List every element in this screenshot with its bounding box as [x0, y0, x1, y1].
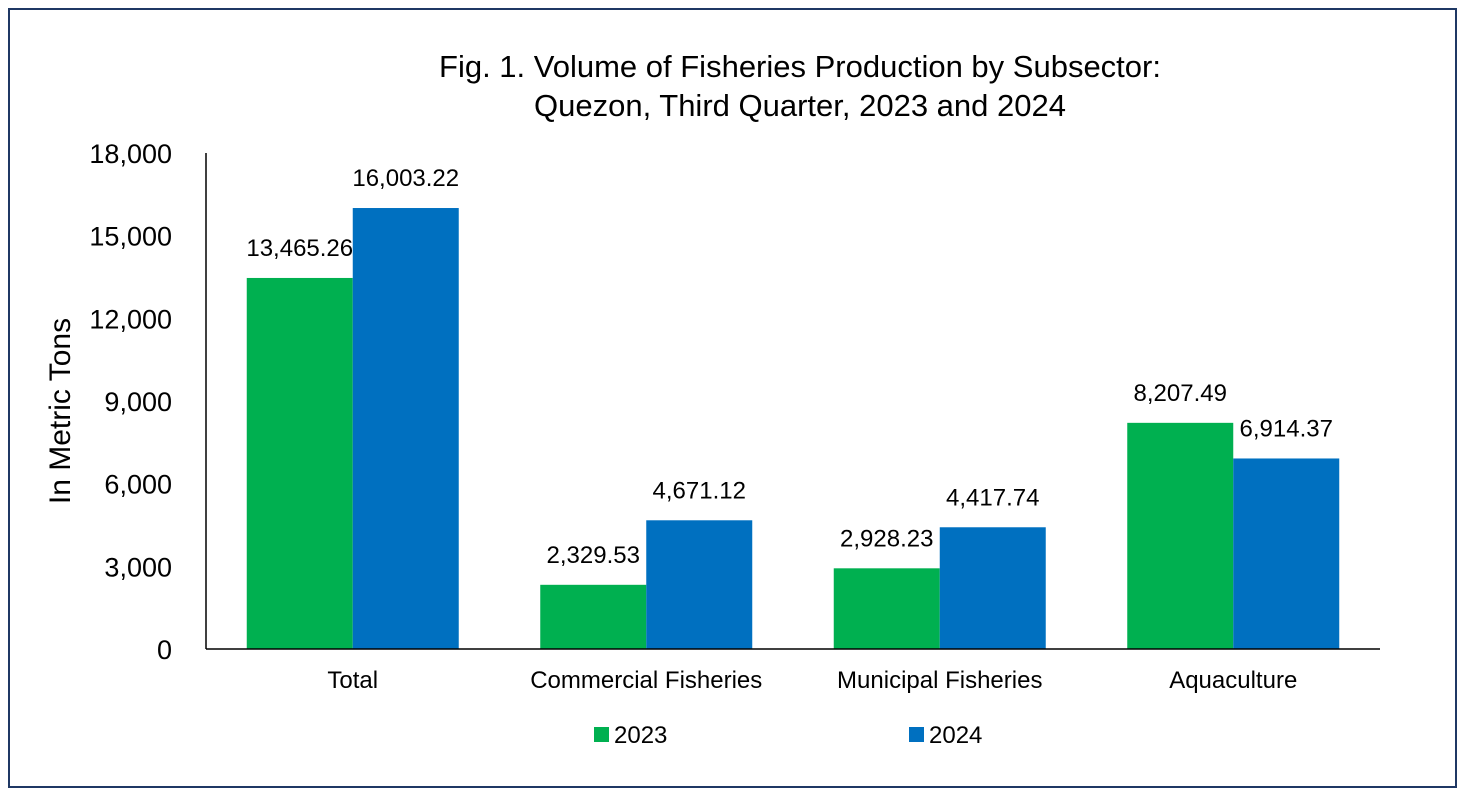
y-tick-label: 9,000	[104, 387, 172, 417]
y-tick-label: 15,000	[89, 222, 172, 252]
x-axis-categories: Total Commercial Fisheries Municipal Fishe…	[327, 667, 1297, 694]
bar-2023-1	[540, 584, 647, 649]
y-axis-label: In Metric Tons	[44, 318, 77, 504]
bar-2023-3	[1127, 422, 1234, 649]
data-label: 4,671.12	[653, 477, 746, 504]
x-category-label: Municipal Fisheries	[837, 667, 1042, 694]
data-label: 8,207.49	[1134, 380, 1227, 407]
chart-title-line1: Fig. 1. Volume of Fisheries Production b…	[439, 49, 1161, 84]
data-label: 4,417.74	[946, 484, 1039, 511]
bar-2024-0	[352, 208, 459, 649]
y-tick-label: 18,000	[89, 139, 172, 169]
y-axis-ticks: 0 3,000 6,000 9,000 12,000 15,000 18,000	[89, 139, 172, 665]
y-tick-label: 3,000	[104, 552, 172, 582]
data-label: 16,003.22	[352, 165, 459, 192]
y-tick-label: 6,000	[104, 470, 172, 500]
bar-2024-3	[1233, 458, 1340, 649]
legend-label: 2023	[614, 722, 667, 749]
legend-swatch-2024	[909, 727, 924, 742]
bar-2024-2	[939, 527, 1046, 649]
bar-2024-1	[646, 520, 753, 649]
bar-2023-0	[246, 277, 353, 649]
bar-2023-2	[833, 568, 940, 649]
x-category-label: Commercial Fisheries	[530, 667, 762, 694]
data-label: 2,928.23	[840, 525, 933, 552]
y-tick-label: 12,000	[89, 304, 172, 334]
bars-group	[246, 208, 1340, 649]
data-label: 2,329.53	[547, 542, 640, 569]
legend: 2023 2024	[594, 722, 982, 749]
data-labels-group: 13,465.26 16,003.22 2,329.53 4,671.12 2,928.…	[246, 165, 1333, 569]
x-category-label: Total	[327, 667, 378, 694]
legend-label: 2024	[929, 722, 982, 749]
y-tick-label: 0	[157, 635, 172, 665]
data-label: 13,465.26	[246, 235, 353, 262]
x-category-label: Aquaculture	[1169, 667, 1297, 694]
data-label: 6,914.37	[1240, 415, 1333, 442]
chart-title-line2: Quezon, Third Quarter, 2023 and 2024	[534, 88, 1066, 123]
legend-swatch-2023	[594, 727, 609, 742]
